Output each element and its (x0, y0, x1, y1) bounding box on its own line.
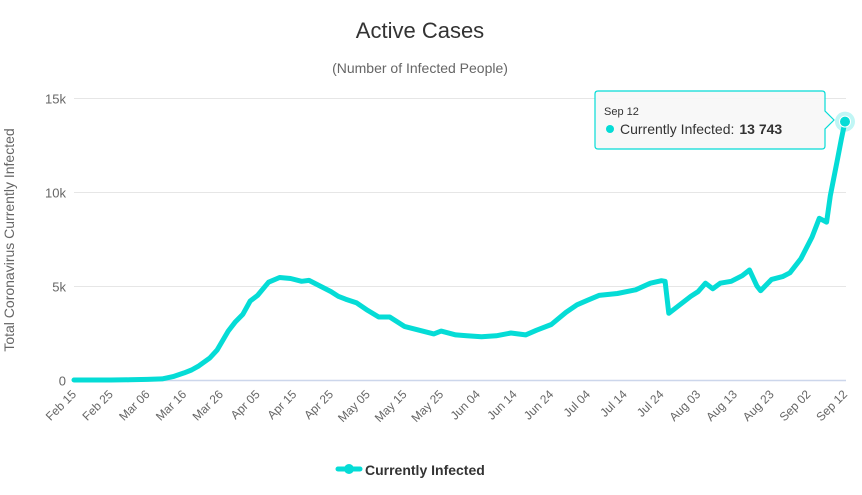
data-point[interactable] (335, 293, 341, 299)
series-currently-infected[interactable] (71, 119, 848, 383)
data-point[interactable] (585, 297, 591, 303)
data-point[interactable] (255, 292, 261, 298)
data-point[interactable] (328, 289, 334, 295)
data-point[interactable] (126, 377, 132, 383)
data-point[interactable] (523, 332, 529, 338)
data-point[interactable] (596, 292, 602, 298)
data-point[interactable] (343, 296, 349, 302)
y-tick-label: 10k (45, 186, 66, 201)
data-point[interactable] (464, 333, 470, 339)
data-point[interactable] (240, 311, 246, 317)
tooltip-value: 13 743 (739, 121, 782, 137)
data-point[interactable] (717, 280, 723, 286)
data-point[interactable] (747, 267, 753, 273)
data-point[interactable] (108, 377, 114, 383)
chart-title: Active Cases (356, 18, 484, 43)
data-point[interactable] (233, 319, 239, 325)
data-point[interactable] (277, 275, 283, 281)
data-point[interactable] (144, 376, 150, 382)
data-point[interactable] (677, 302, 683, 308)
data-point[interactable] (662, 278, 668, 284)
data-point[interactable] (710, 286, 716, 292)
data-point[interactable] (189, 367, 195, 373)
data-point[interactable] (207, 355, 213, 361)
data-point[interactable] (493, 333, 499, 339)
y-tick-label: 0 (59, 374, 66, 389)
data-point[interactable] (431, 331, 437, 337)
data-point[interactable] (758, 288, 764, 294)
data-point[interactable] (695, 289, 701, 295)
data-point[interactable] (71, 377, 77, 383)
data-point[interactable] (798, 256, 804, 262)
data-point[interactable] (247, 298, 253, 304)
data-point[interactable] (534, 327, 540, 333)
data-point[interactable] (827, 193, 833, 199)
data-point[interactable] (563, 309, 569, 315)
data-point[interactable] (666, 310, 672, 316)
y-axis-tick-labels: 0 5k 10k 15k (45, 92, 66, 389)
data-point[interactable] (479, 334, 485, 340)
data-point[interactable] (508, 330, 514, 336)
data-point[interactable] (306, 277, 312, 283)
data-point[interactable] (754, 283, 760, 289)
tooltip-date: Sep 12 (604, 106, 639, 118)
data-point[interactable] (816, 215, 822, 221)
data-point[interactable] (214, 347, 220, 353)
chart-subtitle: (Number of Infected People) (332, 60, 508, 76)
data-point[interactable] (809, 234, 815, 240)
data-point[interactable] (89, 377, 95, 383)
data-point[interactable] (453, 332, 459, 338)
data-point[interactable] (838, 136, 844, 142)
data-point[interactable] (288, 276, 294, 282)
legend-label: Currently Infected (365, 462, 485, 478)
data-point[interactable] (365, 307, 371, 313)
data-point[interactable] (739, 273, 745, 279)
legend-marker-icon (344, 464, 354, 474)
data-point[interactable] (824, 219, 830, 225)
tooltip-line: Currently Infected: 13 743 (620, 121, 782, 137)
y-axis-title: Total Coronavirus Currently Infected (1, 128, 17, 351)
data-point[interactable] (354, 300, 360, 306)
tooltip-series-label: Currently Infected: (620, 121, 734, 137)
data-point[interactable] (787, 270, 793, 276)
data-point[interactable] (181, 370, 187, 376)
data-point[interactable] (574, 302, 580, 308)
data-point[interactable] (196, 363, 202, 369)
data-point[interactable] (728, 278, 734, 284)
data-point[interactable] (633, 287, 639, 293)
data-point[interactable] (769, 276, 775, 282)
data-point[interactable] (614, 291, 620, 297)
y-tick-label: 5k (52, 280, 66, 295)
data-point[interactable] (416, 327, 422, 333)
y-tick-label: 15k (45, 92, 66, 107)
data-point[interactable] (438, 328, 444, 334)
tooltip-box (594, 90, 835, 150)
series-line[interactable] (71, 119, 848, 383)
data-point[interactable] (317, 283, 323, 289)
data-point[interactable] (299, 278, 305, 284)
data-point[interactable] (835, 155, 841, 161)
tooltip: Sep 12 Currently Infected: 13 743 (594, 90, 835, 150)
data-point[interactable] (831, 174, 837, 180)
hover-marker-point[interactable] (839, 115, 851, 128)
data-point[interactable] (548, 322, 554, 328)
tooltip-series-dot-icon (606, 125, 614, 133)
data-point[interactable] (688, 293, 694, 299)
data-point[interactable] (647, 280, 653, 286)
legend-item-currently-infected[interactable]: Currently Infected (335, 462, 485, 478)
data-point[interactable] (170, 374, 176, 380)
data-point[interactable] (159, 376, 165, 382)
data-point[interactable] (401, 323, 407, 329)
data-point[interactable] (376, 314, 382, 320)
data-point[interactable] (387, 314, 393, 320)
data-point[interactable] (703, 280, 709, 286)
data-point[interactable] (266, 279, 272, 285)
data-point[interactable] (225, 328, 231, 334)
data-point[interactable] (780, 274, 786, 280)
